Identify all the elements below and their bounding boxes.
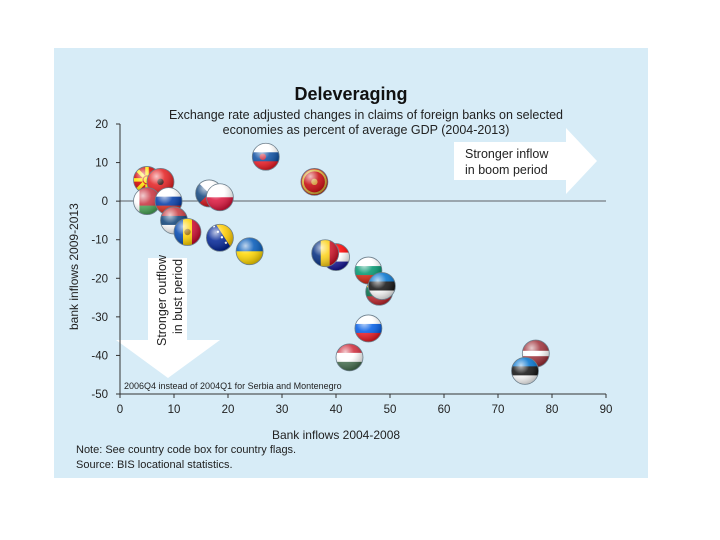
flag-marker-slovenia	[354, 314, 383, 343]
x-tick-label: 40	[330, 404, 343, 416]
y-tick-label: 10	[95, 158, 108, 170]
flag-marker-slovakia	[251, 142, 280, 171]
y-tick-label: -30	[91, 312, 108, 324]
bust-label-line-1: Stronger outflow	[155, 254, 169, 346]
x-tick-label: 20	[222, 404, 235, 416]
x-tick-label: 50	[384, 404, 397, 416]
y-axis-label: bank inflows 2009-2013	[67, 203, 81, 330]
x-tick-label: 30	[276, 404, 289, 416]
chart-title: Deleveraging	[294, 84, 407, 104]
serbia-montenegro-footnote: 2006Q4 instead of 2004Q1 for Serbia and …	[124, 381, 342, 391]
chart-panel: Deleveraging Exchange rate adjusted chan…	[54, 48, 648, 478]
flag-marker-estonia	[367, 272, 396, 300]
y-tick-label: -10	[91, 235, 108, 247]
flag-marker-belarus	[133, 187, 161, 216]
chart-subtitle-line-1: Exchange rate adjusted changes in claims…	[169, 108, 563, 122]
x-tick-label: 10	[168, 404, 181, 416]
y-tick-label: 20	[95, 119, 108, 131]
x-tick-label: 70	[492, 404, 505, 416]
y-tick-label: -40	[91, 350, 108, 362]
bust-arrow	[116, 258, 220, 378]
y-tick-label: -20	[91, 273, 108, 285]
chart-subtitle-line-2: economies as percent of average GDP (200…	[223, 123, 510, 137]
flag-marker-ukraine	[235, 237, 264, 266]
bust-label-line-2: in bust period	[171, 259, 185, 334]
y-tick-label: -50	[91, 389, 108, 401]
scatter-chart: Deleveraging Exchange rate adjusted chan…	[67, 84, 613, 471]
flag-marker-montenegro	[300, 167, 329, 196]
flag-marker-bosnia	[205, 223, 234, 252]
boom-label-line-2: in boom period	[465, 163, 548, 177]
flag-marker-moldova	[173, 218, 202, 246]
flag-marker-hungary	[335, 343, 364, 372]
flag-marker-estonia	[511, 356, 539, 385]
x-tick-label: 80	[546, 404, 559, 416]
y-tick-label: 0	[102, 196, 108, 208]
x-tick-label: 90	[600, 404, 613, 416]
boom-arrow	[454, 128, 597, 194]
flag-marker-poland	[205, 183, 234, 212]
x-tick-label: 60	[438, 404, 451, 416]
x-tick-label: 0	[117, 404, 123, 416]
flag-marker-romania	[311, 239, 340, 268]
x-axis-label: Bank inflows 2004-2008	[272, 428, 400, 442]
source-text: Source: BIS locational statistics.	[76, 459, 233, 471]
note-text: Note: See country code box for country f…	[76, 444, 296, 456]
boom-label-line-1: Stronger inflow	[465, 147, 549, 161]
